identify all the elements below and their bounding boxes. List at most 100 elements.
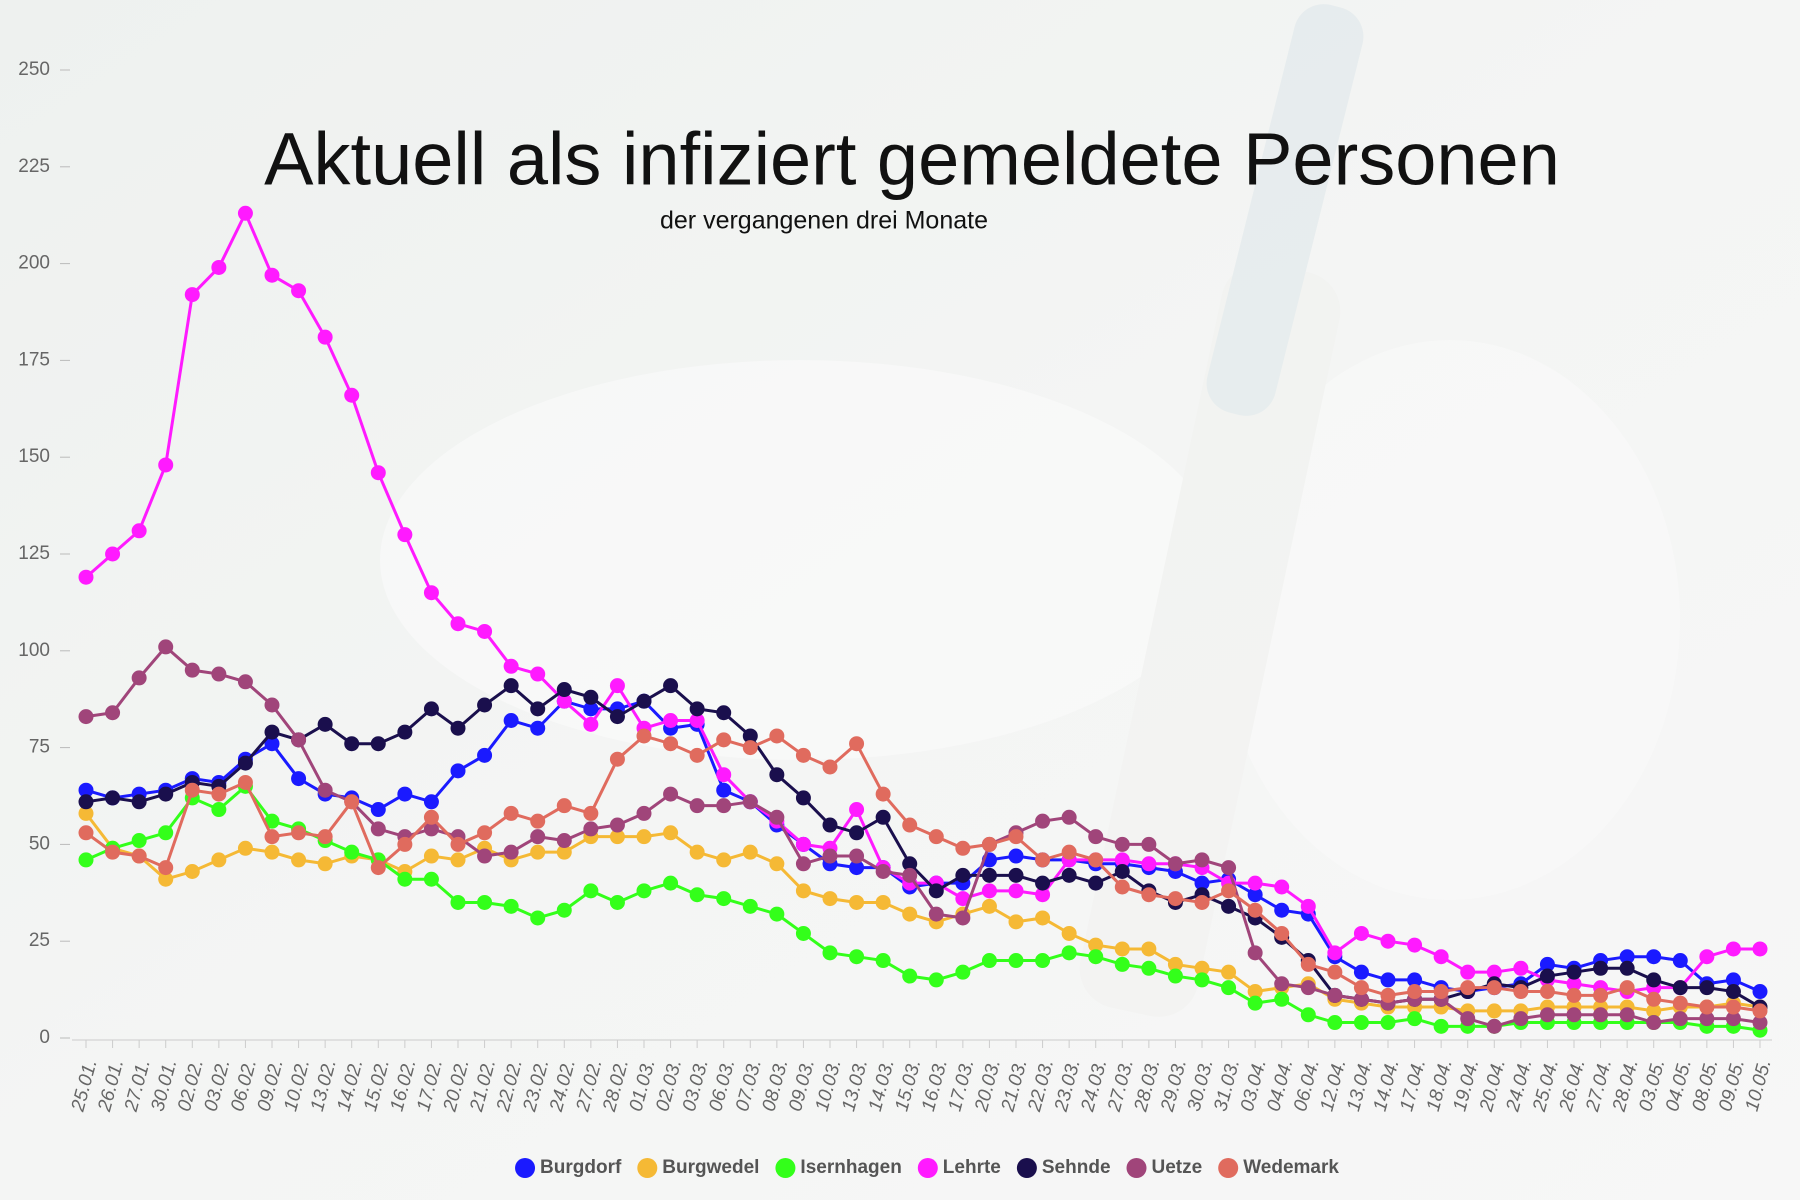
data-point [1221,860,1237,876]
data-point [795,856,811,872]
data-point [1593,960,1609,976]
data-point [450,763,466,779]
data-point [795,925,811,941]
data-point [317,829,333,845]
data-point [397,836,413,852]
legend-swatch [1218,1158,1239,1178]
data-point [1433,949,1449,965]
data-point [1061,809,1077,825]
data-point [875,809,891,825]
data-point [105,790,121,806]
data-point [1035,852,1051,868]
data-point [317,329,333,345]
data-point [1646,1003,1662,1019]
data-point [636,728,652,744]
data-point [237,205,253,221]
data-point [344,844,360,860]
data-point [264,736,280,752]
data-point [769,856,785,872]
data-point [1088,875,1104,891]
data-point [1380,987,1396,1003]
data-point [1752,941,1768,957]
data-point [981,867,997,883]
data-point [237,674,253,690]
data-point [1300,980,1316,996]
data-point [609,894,625,910]
data-point [875,864,891,880]
data-point [1008,867,1024,883]
data-point [1247,984,1263,1000]
data-point [503,898,519,914]
data-point [344,736,360,752]
data-point [981,953,997,969]
data-point [423,585,439,601]
data-point [795,883,811,899]
data-point [1274,976,1290,992]
data-point [1194,852,1210,868]
data-point [849,736,865,752]
data-point [609,817,625,833]
chart-subtitle: der vergangenen drei Monate [660,207,988,235]
y-tick-label: 250 [18,59,50,80]
data-point [1008,914,1024,930]
data-point [1353,925,1369,941]
data-point [1088,949,1104,965]
data-point [530,720,546,736]
data-point [1114,941,1130,957]
data-point [1353,980,1369,996]
data-point [849,894,865,910]
data-point [78,569,94,585]
data-point [291,825,307,841]
data-point [1566,976,1582,992]
data-point [1407,984,1423,1000]
data-point [397,871,413,887]
data-point [1327,945,1343,961]
data-point [1699,999,1715,1015]
data-point [1114,836,1130,852]
data-point [663,678,679,694]
data-point [158,825,174,841]
legend-label: Burgdorf [540,1157,622,1178]
data-point [1327,987,1343,1003]
data-point [769,809,785,825]
data-point [689,844,705,860]
data-point [1380,1015,1396,1031]
data-point [237,774,253,790]
data-point [1486,980,1502,996]
data-point [902,856,918,872]
data-point [105,546,121,562]
data-point [1539,956,1555,972]
data-point [264,829,280,845]
data-point [928,829,944,845]
data-point [689,712,705,728]
data-point [1061,925,1077,941]
data-point [237,755,253,771]
data-point [1167,956,1183,972]
data-point [1460,964,1476,980]
data-point [370,802,386,818]
data-point [1274,925,1290,941]
data-point [556,902,572,918]
data-point [1061,945,1077,961]
data-point [477,623,493,639]
data-point [423,794,439,810]
data-point [689,747,705,763]
data-point [769,767,785,783]
data-point [902,867,918,883]
legend-swatch [515,1158,536,1178]
data-point [184,662,200,678]
data-point [291,283,307,299]
data-point [78,805,94,821]
data-point [131,833,147,849]
data-point [636,883,652,899]
data-point [78,709,94,725]
data-point [955,964,971,980]
data-point [131,670,147,686]
data-point [1619,980,1635,996]
data-point [1513,1011,1529,1027]
data-point [1486,1018,1502,1034]
data-point [1593,1007,1609,1023]
data-point [955,891,971,907]
data-point [583,716,599,732]
data-point [663,875,679,891]
